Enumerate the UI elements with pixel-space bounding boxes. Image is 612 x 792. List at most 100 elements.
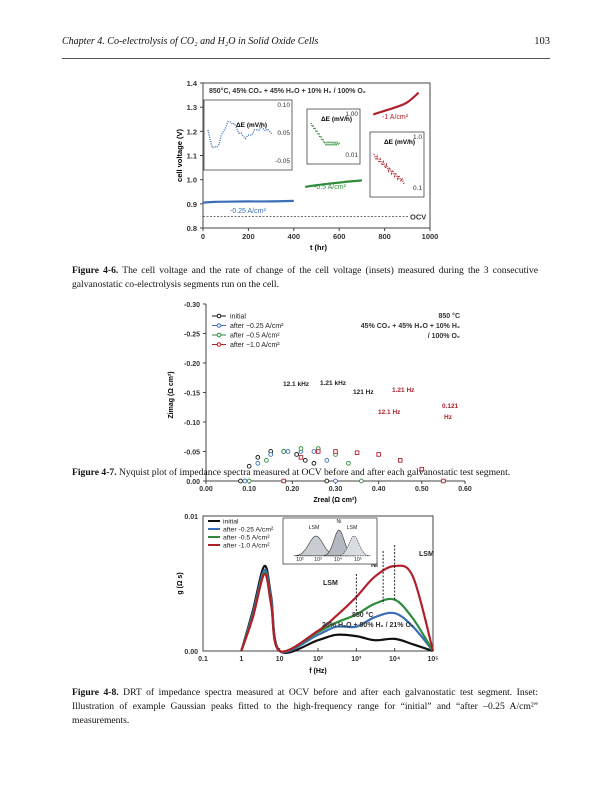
caption-label: Figure 4-7.: [72, 467, 117, 478]
inset-label: ΔE (mV/h): [236, 122, 267, 129]
inset-plot: ΔE (mV/h)1.00 0.01: [306, 108, 361, 165]
x-axis-label: Zreal (Ω cm²): [313, 497, 356, 504]
x-tick-label: 0.00: [199, 486, 213, 493]
data-point: [285, 449, 291, 454]
inset-label: LSM: [309, 525, 320, 531]
frequency-annotation: 12.1 kHz: [283, 381, 310, 388]
inset-gaussian-peaks: LSM Ni LSM 10² 10³ 10⁴ 10⁵: [282, 517, 378, 565]
data-point: [315, 446, 321, 451]
condition-text: 45% CO₂ + 45% H₂O + 10% H₂: [361, 323, 460, 330]
caption-text: Nyquist plot of impedance spectra measur…: [116, 467, 511, 478]
page-number: 103: [534, 36, 550, 47]
inset-trace: [373, 153, 405, 185]
x-tick-label: 10²: [313, 656, 324, 663]
inset-trace: [310, 122, 341, 147]
caption-text: The cell voltage and the rate of change …: [72, 265, 538, 290]
legend-marker: [216, 342, 222, 347]
x-axis-label: t (hr): [310, 243, 328, 252]
inset-label: ΔE (mV/h): [321, 116, 352, 123]
legend-label: after -0.5 A/cm²: [223, 535, 270, 542]
inset-plot: ΔE (mV/h)1.0 0.1: [369, 131, 425, 198]
condition-text: 850 °C: [352, 611, 373, 619]
chapter-title: Chapter 4. Co-electrolysis of CO₂ and H₂…: [62, 36, 319, 47]
y-tick-label: -0.30: [184, 302, 200, 309]
data-point: [298, 449, 304, 454]
inset-tick-label: 0.10: [277, 102, 290, 109]
data-point: [324, 458, 330, 463]
y-tick-label: 0.8: [187, 224, 197, 233]
series-line: [372, 91, 420, 116]
chart-title: 850°C, 45% CO₂ + 45% H₂O + 10% H₂ / 100%…: [209, 87, 366, 95]
data-point: [398, 458, 403, 463]
plot-frame: [202, 515, 434, 652]
x-tick-label: 1: [239, 656, 243, 663]
drt-curve: [240, 564, 434, 654]
data-point: [311, 449, 317, 454]
legend-label: after -1.0 A/cm²: [223, 543, 270, 550]
y-axis-label: g (Ω s): [177, 572, 184, 594]
data-point: [281, 449, 287, 454]
y-axis-label: cell voltage (V): [175, 129, 184, 182]
inset-tick-label: 1.0: [413, 134, 422, 141]
y-tick-label: 1.0: [187, 176, 197, 185]
series-line: [202, 199, 294, 204]
data-point: [315, 449, 321, 454]
x-tick-label: 0.30: [329, 486, 343, 493]
y-tick-label: 0.00: [184, 649, 198, 656]
y-tick-label: 1.3: [187, 103, 197, 112]
caption-label: Figure 4-6.: [72, 265, 119, 276]
frequency-annotation: 121 Hz: [353, 389, 374, 396]
inset-frame: [203, 99, 293, 171]
data-point: [311, 460, 317, 466]
ocv-label: OCV: [410, 213, 426, 222]
plot-area: [206, 304, 465, 481]
data-point: [333, 452, 338, 457]
gaussian-peak: [293, 535, 339, 557]
x-tick-label: 600: [333, 232, 346, 241]
y-tick-label: 0.01: [184, 514, 198, 521]
legend-label: initial: [223, 519, 239, 526]
inset-tick-label: -0.05: [275, 158, 290, 165]
data-point: [268, 452, 274, 457]
figure-4-8-caption: Figure 4-8. DRT of impedance spectra mea…: [72, 686, 538, 728]
gaussian-peak: [322, 529, 356, 557]
y-tick-label: -0.25: [184, 332, 200, 339]
data-point: [255, 460, 261, 466]
header-rule: [62, 58, 550, 59]
data-point: [268, 449, 274, 454]
plot-frame: [202, 82, 431, 229]
condition-text: 850 °C: [439, 312, 460, 320]
series-label: -0.25 A/cm²: [230, 208, 266, 215]
condition-text: / 100% O₂: [428, 333, 460, 340]
x-tick-label: 0.1: [198, 656, 208, 663]
y-tick-label: 0.00: [186, 479, 200, 486]
data-point: [346, 460, 351, 466]
data-point: [255, 455, 261, 460]
data-point: [333, 449, 338, 454]
x-tick-label: 200: [242, 232, 255, 241]
drt-curve: [240, 568, 434, 654]
data-point: [354, 450, 360, 455]
caption-label: Figure 4-8.: [72, 687, 119, 698]
legend-marker: [216, 323, 222, 328]
legend-label: after −1.0 A/cm²: [230, 342, 280, 349]
data-point: [294, 452, 299, 457]
series-label: -1 A/cm²: [382, 114, 409, 121]
x-tick-label: 800: [378, 232, 391, 241]
legend-label: after −0.25 A/cm²: [230, 323, 284, 330]
inset-label: 10⁴: [334, 557, 342, 563]
inset-label: ΔE (mV/h): [384, 139, 415, 146]
inset-tick-label: 0.1: [413, 185, 422, 192]
frequency-annotation: 0.121: [442, 403, 459, 410]
inset-label: Ni: [337, 519, 342, 525]
x-tick-label: 0.40: [372, 486, 386, 493]
gaussian-peak: [337, 535, 371, 557]
y-axis-label: Zimag (Ω cm²): [168, 371, 175, 418]
x-tick-label: 0: [201, 232, 205, 241]
inset-tick-label: 0.05: [277, 130, 290, 137]
x-tick-label: 10³: [351, 656, 362, 663]
inset-frame: [282, 517, 378, 565]
data-point: [298, 455, 304, 460]
